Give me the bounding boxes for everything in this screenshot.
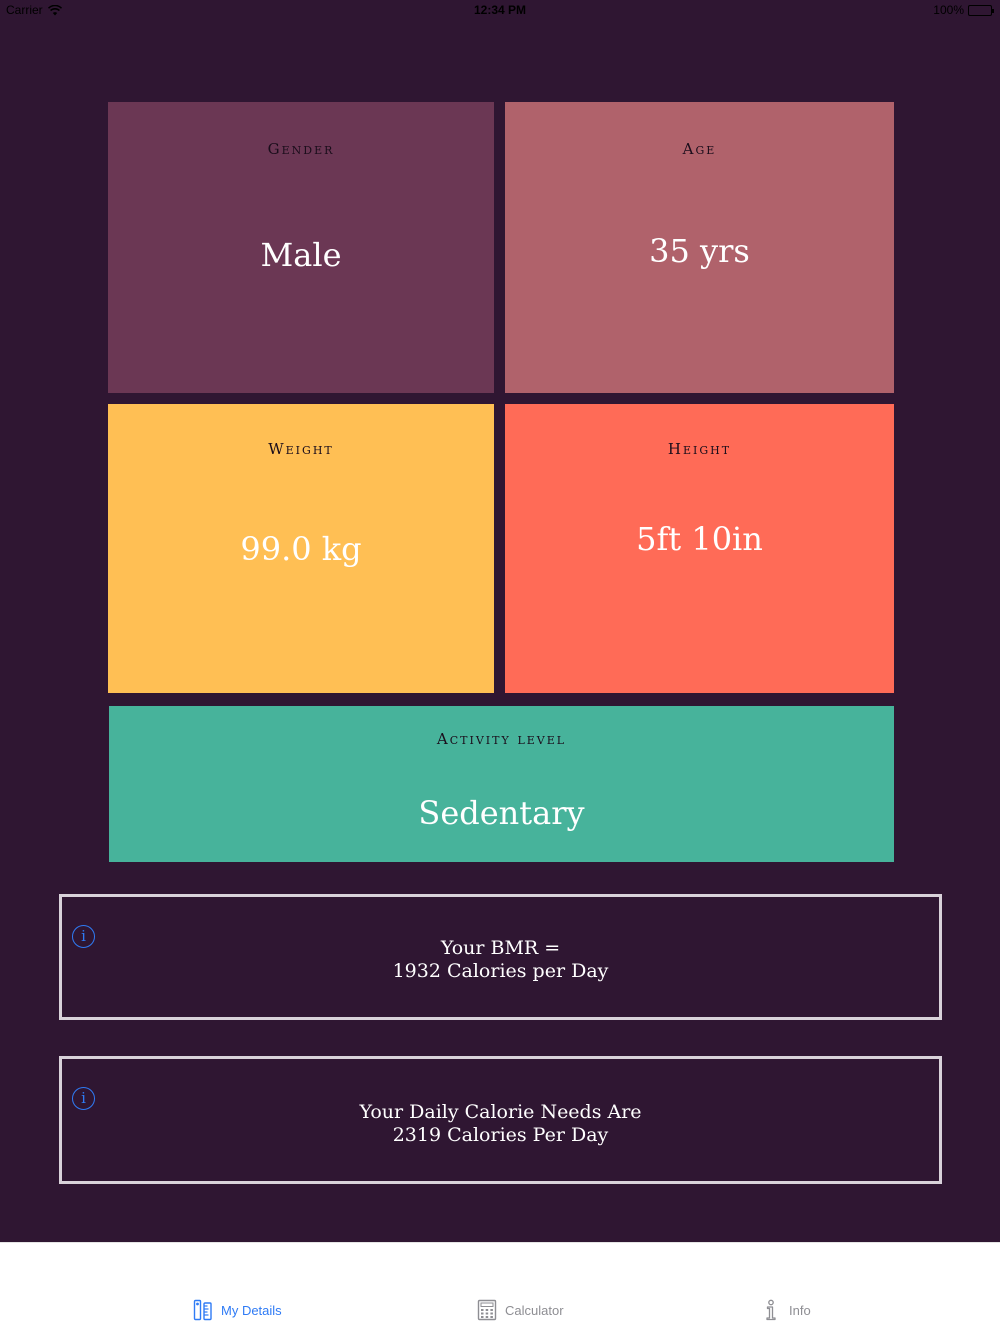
bmr-line-1: Your BMR = — [440, 937, 561, 959]
age-label: Age — [682, 140, 717, 158]
battery-percent: 100% — [933, 3, 964, 17]
tab-calculator[interactable]: Calculator — [477, 1299, 564, 1321]
bmr-line-2: 1932 Calories per Day — [392, 960, 609, 982]
height-value: 5ft 10in — [636, 520, 763, 558]
battery-indicator: 100% — [933, 3, 994, 17]
bmr-result-box: i Your BMR = 1932 Calories per Day — [59, 894, 942, 1020]
tab-bar: My Details Calculator Info — [0, 1242, 1000, 1334]
calorie-line-1: Your Daily Calorie Needs Are — [359, 1101, 642, 1123]
bmr-result-text: Your BMR = 1932 Calories per Day — [62, 937, 939, 983]
weight-value: 99.0 kg — [240, 530, 362, 568]
tab-my-details-label: My Details — [221, 1302, 282, 1318]
tab-info-label: Info — [789, 1302, 811, 1318]
activity-level-tile[interactable]: Activity level Sedentary — [109, 706, 894, 862]
tab-info[interactable]: Info — [761, 1299, 811, 1321]
calorie-line-2: 2319 Calories Per Day — [392, 1124, 609, 1146]
daily-calorie-result-box: i Your Daily Calorie Needs Are 2319 Calo… — [59, 1056, 942, 1184]
carrier-label: Carrier — [6, 3, 43, 17]
bmr-info-icon[interactable]: i — [72, 925, 95, 948]
age-tile[interactable]: Age 35 yrs — [505, 102, 894, 393]
calculator-icon — [477, 1299, 497, 1321]
tab-my-details[interactable]: My Details — [193, 1299, 282, 1321]
battery-icon — [968, 4, 994, 16]
wifi-icon — [47, 4, 62, 15]
weight-tile[interactable]: Weight 99.0 kg — [108, 404, 494, 693]
activity-level-label: Activity level — [436, 730, 567, 748]
ruler-icon — [193, 1299, 212, 1321]
calorie-info-icon[interactable]: i — [72, 1087, 95, 1110]
gender-label: Gender — [267, 140, 335, 158]
activity-level-value: Sedentary — [418, 794, 585, 832]
height-tile[interactable]: Height 5ft 10in — [505, 404, 894, 693]
carrier-indicator: Carrier — [6, 3, 62, 17]
gender-value: Male — [260, 236, 342, 274]
status-bar: Carrier 12:34 PM 100% — [0, 0, 1000, 22]
tab-calculator-label: Calculator — [505, 1302, 564, 1318]
info-tab-icon — [766, 1299, 776, 1321]
height-label: Height — [667, 440, 732, 458]
weight-label: Weight — [268, 440, 334, 458]
gender-tile[interactable]: Gender Male — [108, 102, 494, 393]
calorie-result-text: Your Daily Calorie Needs Are 2319 Calori… — [62, 1101, 939, 1147]
age-value: 35 yrs — [649, 232, 750, 270]
status-time: 12:34 PM — [473, 3, 527, 17]
